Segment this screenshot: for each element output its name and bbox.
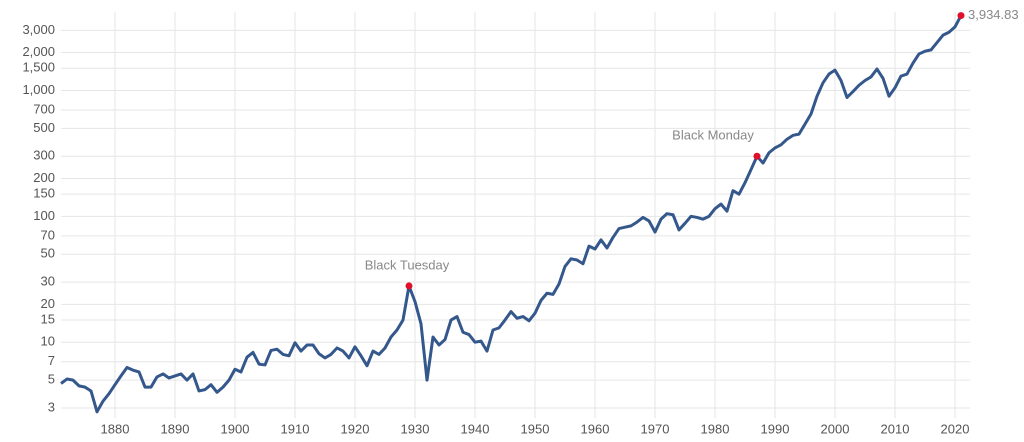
x-tick-label: 1910 xyxy=(281,421,310,436)
y-tick-label: 100 xyxy=(33,208,55,223)
x-tick-label: 1900 xyxy=(221,421,250,436)
x-tick-label: 2000 xyxy=(821,421,850,436)
x-tick-label: 1890 xyxy=(161,421,190,436)
y-tick-label: 7 xyxy=(48,353,55,368)
y-tick-label: 700 xyxy=(33,101,55,116)
x-tick-label: 1960 xyxy=(581,421,610,436)
y-tick-label: 70 xyxy=(41,227,55,242)
x-tick-label: 1920 xyxy=(341,421,370,436)
y-tick-label: 300 xyxy=(33,148,55,163)
x-tick-label: 1980 xyxy=(701,421,730,436)
annotation-label: Black Tuesday xyxy=(365,257,450,272)
annotation-label: 3,934.83 xyxy=(968,7,1019,22)
y-tick-label: 1,500 xyxy=(22,60,55,75)
x-tick-label: 2010 xyxy=(881,421,910,436)
y-tick-label: 2,000 xyxy=(22,44,55,59)
y-tick-label: 5 xyxy=(48,372,55,387)
y-tick-label: 50 xyxy=(41,246,55,261)
x-tick-label: 2020 xyxy=(941,421,970,436)
x-tick-label: 1940 xyxy=(461,421,490,436)
annotation-marker xyxy=(957,12,965,20)
y-tick-label: 200 xyxy=(33,170,55,185)
y-tick-label: 500 xyxy=(33,120,55,135)
y-tick-label: 30 xyxy=(41,274,55,289)
x-tick-label: 1970 xyxy=(641,421,670,436)
y-tick-label: 15 xyxy=(41,311,55,326)
y-tick-label: 20 xyxy=(41,296,55,311)
y-tick-label: 3 xyxy=(48,399,55,414)
annotation-marker xyxy=(753,152,761,160)
line xyxy=(60,14,963,414)
x-tick-label: 1930 xyxy=(401,421,430,436)
y-tick-label: 1,000 xyxy=(22,82,55,97)
x-tick-label: 1880 xyxy=(101,421,130,436)
annotation-marker xyxy=(405,282,413,290)
x-tick-label: 1950 xyxy=(521,421,550,436)
annotation-label: Black Monday xyxy=(672,128,754,143)
y-tick-label: 10 xyxy=(41,334,55,349)
y-tick-label: 3,000 xyxy=(22,22,55,37)
y-tick-label: 150 xyxy=(33,186,55,201)
x-tick-label: 1990 xyxy=(761,421,790,436)
